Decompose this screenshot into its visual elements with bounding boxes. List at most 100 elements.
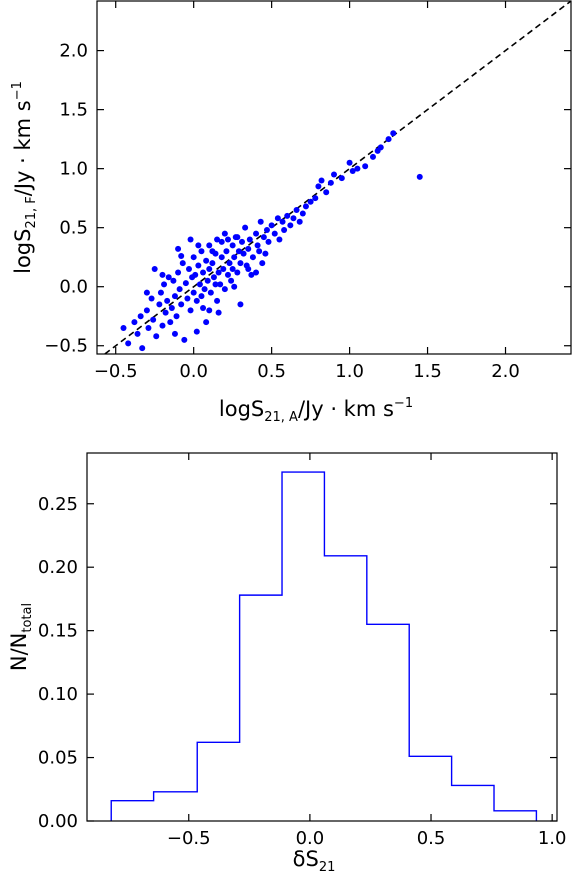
- scatter-point: [293, 206, 300, 213]
- scatter-point: [296, 218, 303, 225]
- scatter-point: [190, 289, 197, 296]
- scatter-point: [268, 222, 275, 229]
- scatter-point: [131, 319, 138, 326]
- scatter-point: [245, 265, 252, 272]
- scatter-point: [204, 277, 211, 284]
- scatter-point: [125, 340, 132, 347]
- scatter-point: [178, 301, 185, 308]
- scatter-point: [165, 274, 172, 281]
- scatter-point: [214, 297, 221, 304]
- scatter-point: [256, 248, 263, 255]
- histogram-y-label-main: N/N: [7, 633, 31, 672]
- scatter-point: [171, 330, 178, 337]
- histogram-plot-frame: [86, 452, 558, 822]
- scatter-point: [254, 242, 261, 249]
- one-to-one-reference-line: [103, 1, 571, 354]
- scatter-point: [137, 313, 144, 320]
- scatter-point: [349, 168, 356, 175]
- scatter-point: [185, 265, 192, 272]
- scatter-point: [156, 301, 163, 308]
- scatter-point: [246, 236, 253, 243]
- scatter-point: [229, 265, 236, 272]
- scatter-point: [193, 328, 200, 335]
- scatter-point: [170, 277, 177, 284]
- scatter-point: [209, 260, 216, 267]
- scatter-x-tick-label: 1.0: [335, 361, 364, 382]
- scatter-point: [200, 269, 207, 276]
- scatter-point: [175, 245, 182, 252]
- scatter-point: [369, 153, 376, 160]
- scatter-point: [209, 248, 216, 255]
- histogram-y-label-sub: total: [20, 603, 35, 633]
- scatter-point: [302, 203, 309, 210]
- scatter-point: [234, 234, 241, 241]
- scatter-point: [228, 277, 235, 284]
- scatter-y-label-unit: /Jy · km s: [11, 100, 35, 196]
- scatter-point: [159, 322, 166, 329]
- scatter-point: [226, 260, 233, 267]
- scatter-point: [196, 281, 203, 288]
- histogram-x-label-main: δS: [293, 847, 319, 871]
- scatter-point: [220, 265, 227, 272]
- scatter-point: [318, 177, 325, 184]
- scatter-point: [159, 271, 166, 278]
- scatter-point: [249, 254, 256, 261]
- scatter-point: [331, 171, 337, 178]
- scatter-point: [260, 234, 267, 241]
- scatter-point: [184, 295, 191, 302]
- scatter-point: [235, 248, 242, 255]
- scatter-point: [338, 175, 345, 182]
- scatter-y-tick-label: 0.5: [59, 218, 88, 239]
- scatter-point: [176, 286, 183, 293]
- scatter-y-tick-label: −0.5: [44, 336, 88, 357]
- scatter-point: [253, 230, 260, 237]
- histogram-x-tick-label: −0.5: [167, 828, 211, 849]
- scatter-point: [200, 304, 207, 311]
- scatter-point: [377, 144, 384, 151]
- scatter-point: [263, 227, 270, 234]
- scatter-point: [327, 179, 334, 186]
- scatter-point: [234, 269, 241, 276]
- scatter-point: [206, 307, 213, 314]
- scatter-point: [210, 274, 217, 281]
- scatter-point: [390, 130, 397, 137]
- scatter-point: [195, 262, 202, 269]
- scatter-point: [218, 254, 225, 261]
- scatter-point: [178, 253, 185, 260]
- scatter-point: [207, 289, 214, 296]
- scatter-point: [354, 165, 361, 172]
- scatter-point: [362, 163, 369, 170]
- histogram-x-tick-label: 0.0: [296, 828, 325, 849]
- scatter-point: [214, 236, 221, 243]
- scatter-point: [281, 227, 288, 234]
- scatter-point: [173, 313, 180, 320]
- scatter-point: [139, 345, 146, 352]
- scatter-plot-frame: [96, 0, 572, 355]
- scatter-point: [162, 309, 169, 316]
- scatter-y-label-sub: 21, F: [24, 196, 39, 228]
- scatter-point: [187, 307, 194, 314]
- scatter-point: [218, 238, 225, 245]
- scatter-point: [203, 319, 210, 326]
- scatter-x-label-sup: −1: [394, 396, 413, 411]
- scatter-y-tick-label: 1.5: [59, 100, 88, 121]
- scatter-point: [175, 269, 182, 276]
- scatter-point: [248, 271, 255, 278]
- scatter-x-label-main: logS: [219, 397, 264, 421]
- histogram-y-tick-label: 0.00: [38, 811, 78, 832]
- scatter-point: [221, 230, 228, 237]
- histogram-x-label-sub: 21: [319, 860, 336, 875]
- scatter-point: [143, 289, 150, 296]
- scatter-point: [239, 238, 246, 245]
- scatter-point: [253, 269, 260, 276]
- histogram-step-line: [110, 471, 538, 821]
- scatter-point: [153, 333, 160, 340]
- scatter-point: [346, 159, 353, 166]
- histogram-x-tick-label: 1.0: [538, 828, 567, 849]
- scatter-point: [150, 316, 157, 323]
- scatter-y-tick-label: 2.0: [59, 41, 88, 62]
- scatter-point: [245, 245, 252, 252]
- scatter-point: [231, 254, 238, 261]
- scatter-point: [164, 297, 171, 304]
- scatter-point: [299, 210, 306, 217]
